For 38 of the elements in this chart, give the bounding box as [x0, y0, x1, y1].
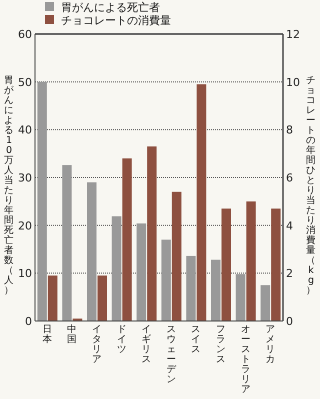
bar [62, 165, 72, 321]
y2-tick-label: 12 [286, 28, 300, 41]
bar [48, 276, 58, 321]
x-tick-label: 中国 [66, 324, 78, 345]
x-tick-label: アメリカ [264, 324, 277, 365]
y2-tick-label: 8 [286, 124, 293, 137]
y-tick-label: 60 [18, 28, 32, 41]
y-tick-label: 40 [18, 124, 32, 137]
bar [260, 285, 270, 321]
y2-tick-label: 0 [286, 315, 293, 328]
y-tick-label: 10 [18, 267, 32, 280]
y-tick-label: 50 [18, 76, 32, 89]
legend-label: 胃がんによる死亡者 [61, 1, 160, 14]
x-tick-label: オーストラリア [240, 324, 252, 395]
x-tick-label: スウェーデン [165, 324, 178, 385]
y-tick-label: 0 [25, 315, 32, 328]
x-tick-label: イギリス [140, 324, 153, 365]
bar [87, 182, 96, 321]
legend-label: チョコレートの消費量 [61, 14, 171, 27]
x-tick-label: スイス [190, 324, 202, 355]
x-tick-label: フランス [215, 324, 227, 365]
x-tick-label: 日本 [41, 324, 54, 345]
x-tick-label: イタリア [91, 324, 103, 365]
y-tick-label: 30 [18, 172, 32, 184]
y-tick-label: 20 [18, 219, 32, 232]
bar [98, 276, 107, 321]
bar [186, 256, 196, 321]
text: 胃がんによる10万人当たり年間死亡者数（人） [4, 75, 14, 296]
bar [246, 201, 256, 321]
text: チョコレートの年間ひとり当たり消費量（kg） [306, 75, 316, 296]
y2-tick-label: 10 [286, 76, 300, 89]
bar [271, 208, 281, 321]
x-tick-label: ドイツ [116, 324, 128, 355]
y2-tick-label: 2 [286, 267, 293, 280]
y2-tick-label: 6 [286, 172, 293, 184]
y2-tick-label: 4 [286, 219, 293, 232]
bar [196, 84, 206, 321]
bar [37, 82, 47, 321]
